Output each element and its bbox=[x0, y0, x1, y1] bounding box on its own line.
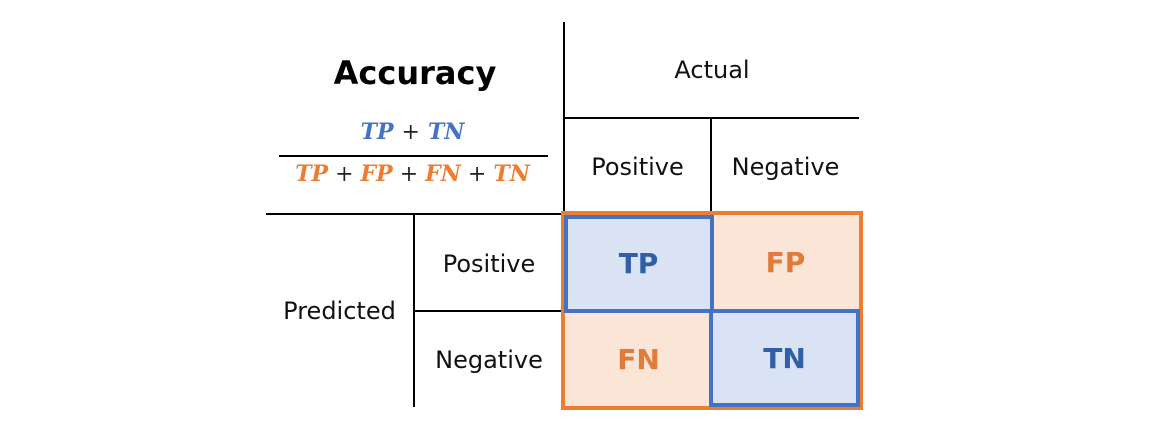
matrix-outer-border bbox=[561, 211, 863, 410]
fn-cell: FN bbox=[565, 311, 712, 408]
denominator-tp: TP bbox=[295, 161, 329, 187]
header-bottom-line bbox=[266, 213, 566, 215]
row-positive-label: Positive bbox=[442, 250, 536, 278]
denominator-plus-2: + bbox=[399, 161, 419, 187]
fraction-bar bbox=[279, 155, 548, 157]
formula-denominator: TP + FP + FN + TN bbox=[270, 158, 555, 190]
denominator-tn: TN bbox=[493, 161, 530, 187]
denominator-plus-1: + bbox=[335, 161, 354, 187]
denominator-fp: FP bbox=[360, 161, 393, 187]
tn-border bbox=[709, 309, 860, 407]
formula-numerator: TP + TN bbox=[270, 116, 555, 148]
column-negative-label: Negative bbox=[731, 153, 840, 181]
row-negative-label: Negative bbox=[435, 346, 543, 374]
column-divider bbox=[710, 117, 712, 214]
fp-cell: FP bbox=[712, 214, 859, 311]
predicted-label: Predicted bbox=[283, 297, 396, 325]
tn-cell: TN bbox=[711, 311, 858, 406]
accuracy-title: Accuracy bbox=[333, 54, 497, 92]
column-positive-label: Positive bbox=[591, 153, 684, 181]
tp-cell: TP bbox=[565, 216, 712, 311]
row-divider bbox=[413, 310, 565, 312]
denominator-plus-3: + bbox=[467, 161, 487, 187]
denominator-fn: FN bbox=[425, 161, 461, 187]
numerator-tn: TN bbox=[427, 119, 465, 145]
numerator-plus: + bbox=[401, 119, 420, 145]
numerator-tp: TP bbox=[360, 119, 394, 145]
tp-border bbox=[564, 215, 714, 313]
actual-label: Actual bbox=[674, 56, 750, 84]
